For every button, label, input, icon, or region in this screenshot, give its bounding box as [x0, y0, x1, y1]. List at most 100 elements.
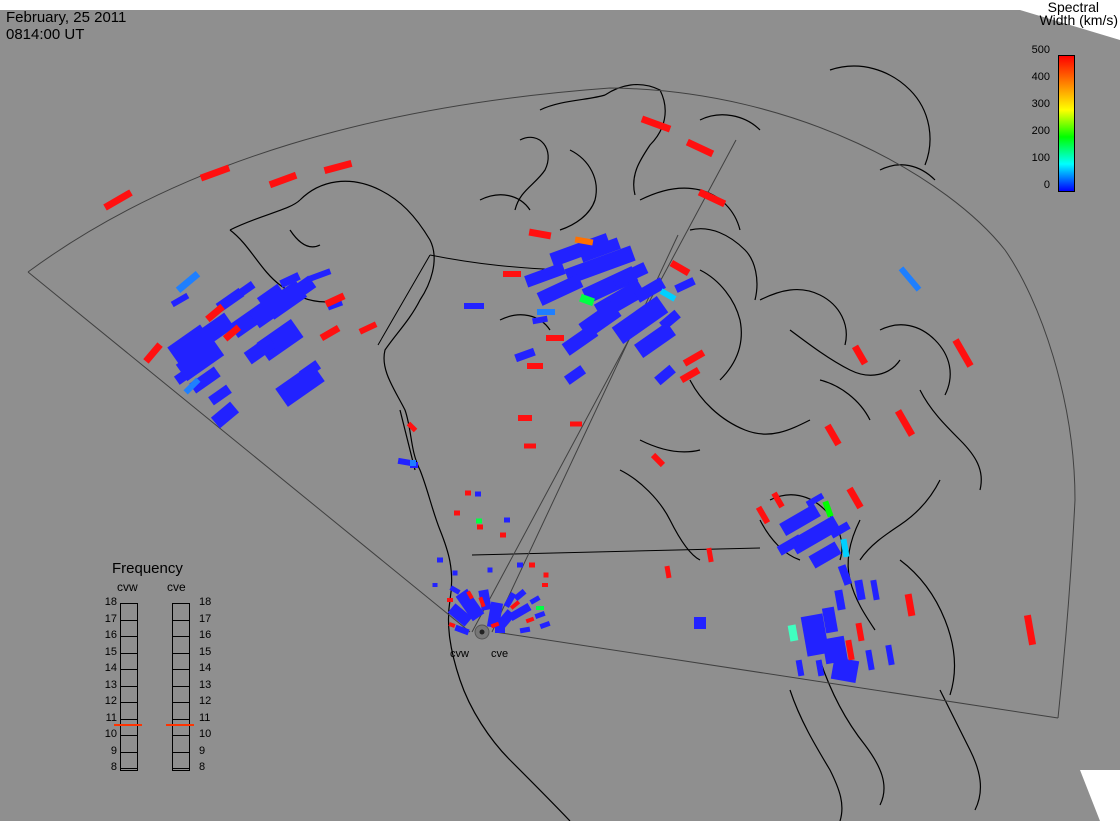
frequency-tick-left: 13: [104, 678, 117, 691]
echo-cell: [549, 233, 611, 267]
echo-cell: [815, 659, 825, 677]
echo-cell: [170, 292, 190, 308]
frequency-gridline: [172, 669, 190, 670]
echo-cell: [103, 189, 133, 211]
echo-cell: [448, 622, 456, 628]
echo-cell: [834, 589, 846, 611]
echo-cell: [283, 275, 317, 305]
echo-cell: [543, 572, 549, 578]
frequency-label-cvw: cvw: [117, 580, 138, 594]
echo-cell: [546, 335, 564, 341]
echo-cell: [234, 280, 256, 300]
frequency-tick-right: 18: [199, 596, 212, 608]
echo-cell: [682, 349, 706, 367]
echo-cell: [854, 579, 866, 601]
echo-cell: [640, 115, 672, 133]
echo-cell: [323, 159, 353, 175]
echo-cell: [536, 274, 584, 306]
echo-cell: [222, 324, 242, 342]
echo-cell: [256, 283, 284, 307]
frequency-tick-left: 14: [104, 662, 117, 674]
frequency-gridline: [120, 735, 138, 736]
echo-cell: [787, 624, 799, 642]
echo-cell: [840, 538, 850, 558]
echo-cell: [634, 321, 676, 359]
frequency-label-cve: cve: [167, 580, 186, 594]
echo-cell: [894, 409, 916, 437]
echo-cell: [466, 590, 474, 600]
site-label-cve: cve: [491, 648, 509, 660]
frequency-gridline: [120, 669, 138, 670]
frequency-tick-right: 8: [199, 761, 206, 773]
echo-cell: [503, 592, 517, 608]
frequency-gridline: [120, 619, 138, 621]
echo-cell: [821, 606, 839, 634]
echo-cell: [173, 365, 197, 385]
echo-cell: [454, 624, 470, 636]
frequency-gridline: [172, 636, 190, 637]
frequency-gridline: [120, 652, 138, 654]
echo-cell: [454, 510, 460, 516]
echo-cell: [870, 579, 880, 601]
frequency-tick-right: 12: [199, 695, 212, 707]
echo-cell: [477, 524, 483, 530]
map-edge-corner: [1020, 10, 1120, 40]
echo-cell: [904, 593, 916, 617]
frequency-tick-left: 9: [110, 744, 117, 757]
echo-cell: [199, 164, 231, 182]
frequency-tick-right: 14: [199, 662, 212, 674]
frequency-tick-left: 17: [104, 612, 117, 625]
echo-cell: [529, 595, 541, 605]
echo-cell: [208, 384, 232, 406]
echo-cell: [449, 585, 461, 595]
echo-cell: [536, 606, 544, 610]
echo-cell: [437, 557, 443, 563]
echo-cell: [779, 503, 821, 537]
frequency-gridline: [172, 735, 190, 736]
echo-cell: [279, 272, 301, 288]
colorbar-tick-300: 300: [1031, 98, 1050, 110]
echo-cell: [195, 312, 235, 348]
echo-cell: [495, 627, 505, 633]
echo-cell: [268, 171, 298, 189]
frequency-gridline: [172, 603, 190, 604]
frequency-tick-right: 13: [199, 678, 212, 691]
frequency-gridline: [172, 619, 190, 621]
echo-cell: [865, 649, 875, 671]
echo-cell: [189, 366, 221, 394]
frequency-gridline: [172, 718, 190, 720]
echo-cell: [508, 603, 532, 621]
frequency-tick-right: 15: [199, 645, 212, 658]
echo-cell: [574, 236, 594, 246]
frequency-tick-left: 8: [110, 761, 117, 773]
frequency-column-cvw: [120, 603, 138, 771]
frequency-tick-right: 17: [199, 612, 212, 625]
echo-cell: [514, 347, 536, 363]
echo-cell: [490, 621, 500, 629]
frequency-tick-left: 11: [105, 711, 117, 724]
echo-cell: [650, 452, 666, 468]
radar-site-dot: [479, 629, 485, 635]
echo-cell: [519, 626, 531, 634]
echo-cell: [685, 138, 715, 158]
echo-cell: [855, 622, 865, 642]
frequency-tick-left: 15: [104, 645, 117, 658]
echo-cell: [800, 613, 830, 657]
echo-cell: [500, 532, 506, 538]
echo-cell: [475, 491, 481, 497]
echo-cell: [537, 309, 555, 315]
frequency-title: Frequency: [112, 560, 183, 577]
echo-cell: [952, 338, 974, 368]
echo-cell: [527, 363, 543, 369]
echo-cell: [487, 567, 493, 573]
echo-cell: [525, 616, 535, 624]
echo-cell: [634, 277, 666, 303]
echo-cell: [532, 315, 548, 325]
echo-cell: [529, 562, 535, 568]
echo-cell: [885, 644, 895, 666]
echo-cell: [654, 364, 676, 386]
frequency-tick-left: 12: [104, 695, 117, 707]
echo-cell: [210, 401, 240, 429]
